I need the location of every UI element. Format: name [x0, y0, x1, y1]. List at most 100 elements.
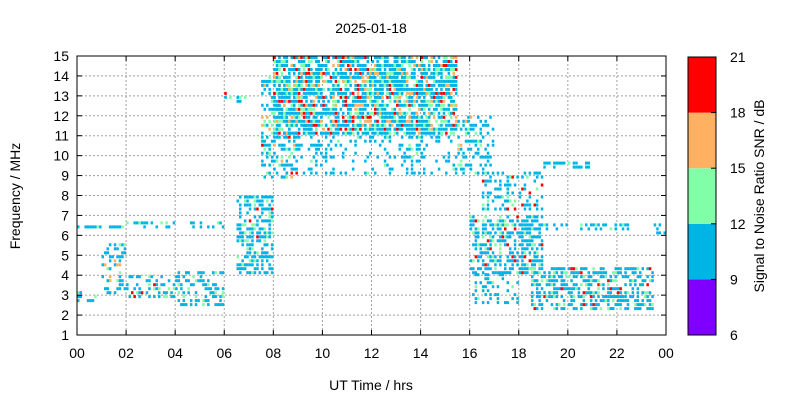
snr-point	[634, 271, 637, 275]
snr-point	[315, 147, 318, 151]
snr-point	[386, 127, 389, 131]
snr-point	[418, 103, 421, 107]
snr-point	[511, 203, 514, 207]
snr-point	[268, 223, 271, 227]
snr-point	[315, 75, 318, 79]
snr-point	[251, 223, 254, 227]
snr-point	[447, 87, 451, 91]
snr-point	[582, 291, 586, 295]
snr-point	[344, 56, 347, 59]
snr-point	[614, 267, 617, 271]
snr-point	[300, 95, 303, 99]
snr-point	[246, 271, 249, 275]
snr-point	[607, 307, 610, 311]
snr-point	[481, 207, 485, 211]
snr-point	[344, 91, 347, 95]
snr-point	[432, 111, 436, 115]
snr-point	[197, 279, 200, 283]
snr-point	[523, 171, 527, 175]
snr-point	[295, 111, 298, 115]
snr-point	[248, 263, 252, 267]
snr-point	[504, 267, 507, 271]
snr-point	[275, 171, 279, 175]
snr-point	[293, 91, 296, 95]
snr-point	[199, 271, 203, 275]
snr-point	[562, 271, 566, 275]
snr-point	[567, 291, 571, 295]
snr-point	[344, 171, 347, 175]
snr-point	[472, 231, 475, 235]
snr-point	[263, 227, 266, 231]
snr-point	[629, 283, 632, 287]
snr-point	[317, 75, 320, 79]
colorbar-tick-label: 9	[730, 271, 738, 287]
snr-point	[396, 127, 399, 131]
snr-point	[499, 273, 502, 277]
snr-point	[386, 71, 389, 75]
snr-point	[410, 111, 414, 115]
x-tick-label: 00	[658, 345, 674, 361]
snr-point	[251, 195, 254, 199]
snr-point	[442, 91, 446, 95]
snr-point	[469, 259, 473, 263]
snr-point	[349, 64, 352, 67]
snr-point	[378, 107, 382, 111]
snr-point	[337, 131, 340, 135]
snr-point	[263, 255, 266, 259]
snr-point	[567, 267, 571, 271]
snr-point	[528, 259, 532, 263]
snr-point	[322, 56, 325, 59]
snr-point	[440, 79, 443, 83]
snr-point	[374, 99, 377, 103]
snr-point	[290, 111, 293, 115]
snr-point	[268, 75, 271, 79]
snr-point	[550, 295, 554, 299]
snr-point	[243, 199, 247, 203]
snr-point	[396, 119, 399, 123]
snr-point	[526, 247, 529, 251]
snr-point	[469, 163, 473, 167]
snr-point	[496, 223, 500, 227]
snr-point	[511, 175, 514, 179]
snr-point	[317, 143, 320, 147]
snr-point	[317, 147, 320, 151]
snr-point	[376, 99, 379, 103]
snr-point	[523, 271, 527, 275]
snr-point	[440, 68, 443, 71]
snr-point	[263, 239, 266, 243]
snr-point	[528, 191, 532, 195]
snr-point	[405, 155, 409, 159]
snr-point	[415, 56, 419, 59]
snr-point	[158, 291, 161, 295]
snr-point	[543, 165, 546, 169]
snr-point	[437, 95, 441, 99]
snr-point	[300, 103, 303, 107]
snr-point	[243, 267, 247, 271]
snr-point	[418, 83, 421, 87]
snr-point	[300, 155, 303, 159]
snr-point	[293, 71, 296, 75]
snr-point	[374, 71, 377, 75]
snr-point	[376, 87, 379, 91]
snr-point	[418, 143, 421, 147]
snr-point	[430, 91, 433, 95]
snr-point	[535, 187, 539, 191]
snr-point	[381, 91, 384, 95]
snr-point	[359, 83, 362, 87]
snr-point	[324, 155, 328, 159]
snr-point	[474, 171, 478, 175]
snr-point	[469, 227, 473, 231]
snr-point	[334, 143, 338, 147]
snr-point	[553, 307, 556, 311]
snr-point	[361, 83, 365, 87]
snr-point	[558, 287, 561, 291]
snr-point	[310, 56, 313, 59]
snr-point	[410, 87, 414, 91]
snr-point	[293, 99, 296, 103]
snr-point	[378, 64, 382, 67]
snr-point	[327, 56, 330, 59]
snr-point	[425, 127, 428, 131]
snr-point	[187, 271, 190, 275]
snr-point	[290, 87, 293, 91]
snr-point	[381, 64, 384, 67]
